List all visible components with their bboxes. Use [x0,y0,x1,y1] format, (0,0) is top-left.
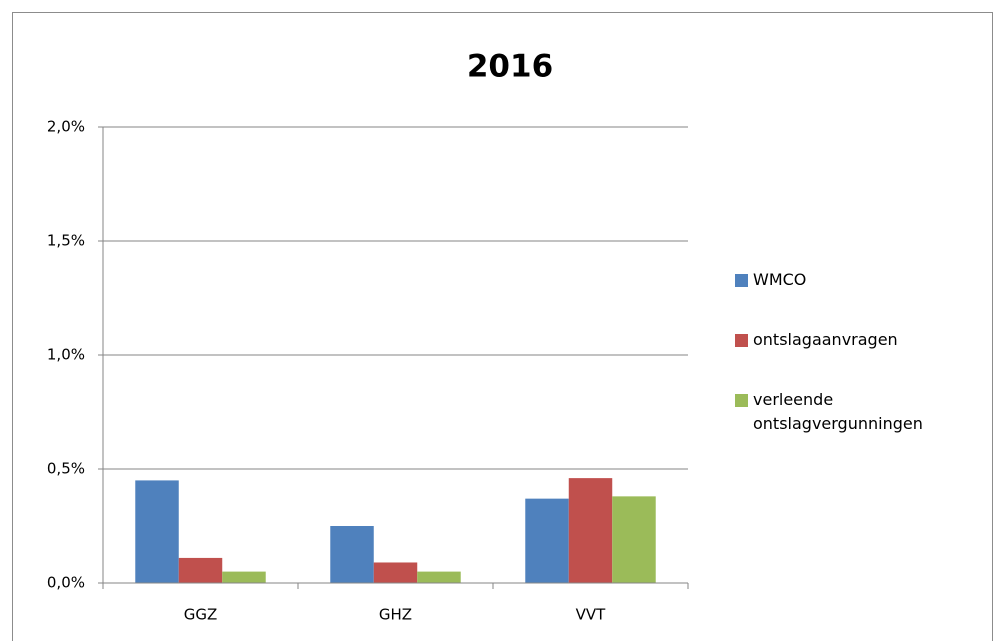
bar [373,562,418,583]
chart-title: 2016 [467,49,553,85]
x-tick-label: VVT [576,606,607,624]
y-tick-label: 1,5% [47,232,85,250]
chart-border [12,12,993,641]
legend-label: WMCO [753,270,807,289]
bar [612,496,656,583]
legend-swatch [735,394,748,407]
legend-swatch [735,274,748,287]
x-tick-label: GGZ [184,606,218,624]
y-tick-label: 0,5% [47,460,85,478]
bar [568,478,613,583]
legend-entry: WMCO [735,268,985,292]
x-tick-label: GHZ [379,606,412,624]
legend: WMCO ontslagaanvragen verleende ontslagver… [735,268,985,472]
bar [135,480,179,583]
legend-swatch [735,334,748,347]
legend-entry: verleende ontslagvergunningen [735,388,985,436]
bar [178,557,223,583]
bar [330,526,374,583]
y-tick-label: 2,0% [47,118,85,136]
bar [525,498,569,583]
legend-entry: ontslagaanvragen [735,328,985,352]
bar [417,571,461,583]
y-tick-label: 0,0% [47,574,85,592]
legend-label: verleende ontslagvergunningen [753,390,923,433]
y-tick-label: 1,0% [47,346,85,364]
bar [222,571,266,583]
legend-label: ontslagaanvragen [753,330,898,349]
